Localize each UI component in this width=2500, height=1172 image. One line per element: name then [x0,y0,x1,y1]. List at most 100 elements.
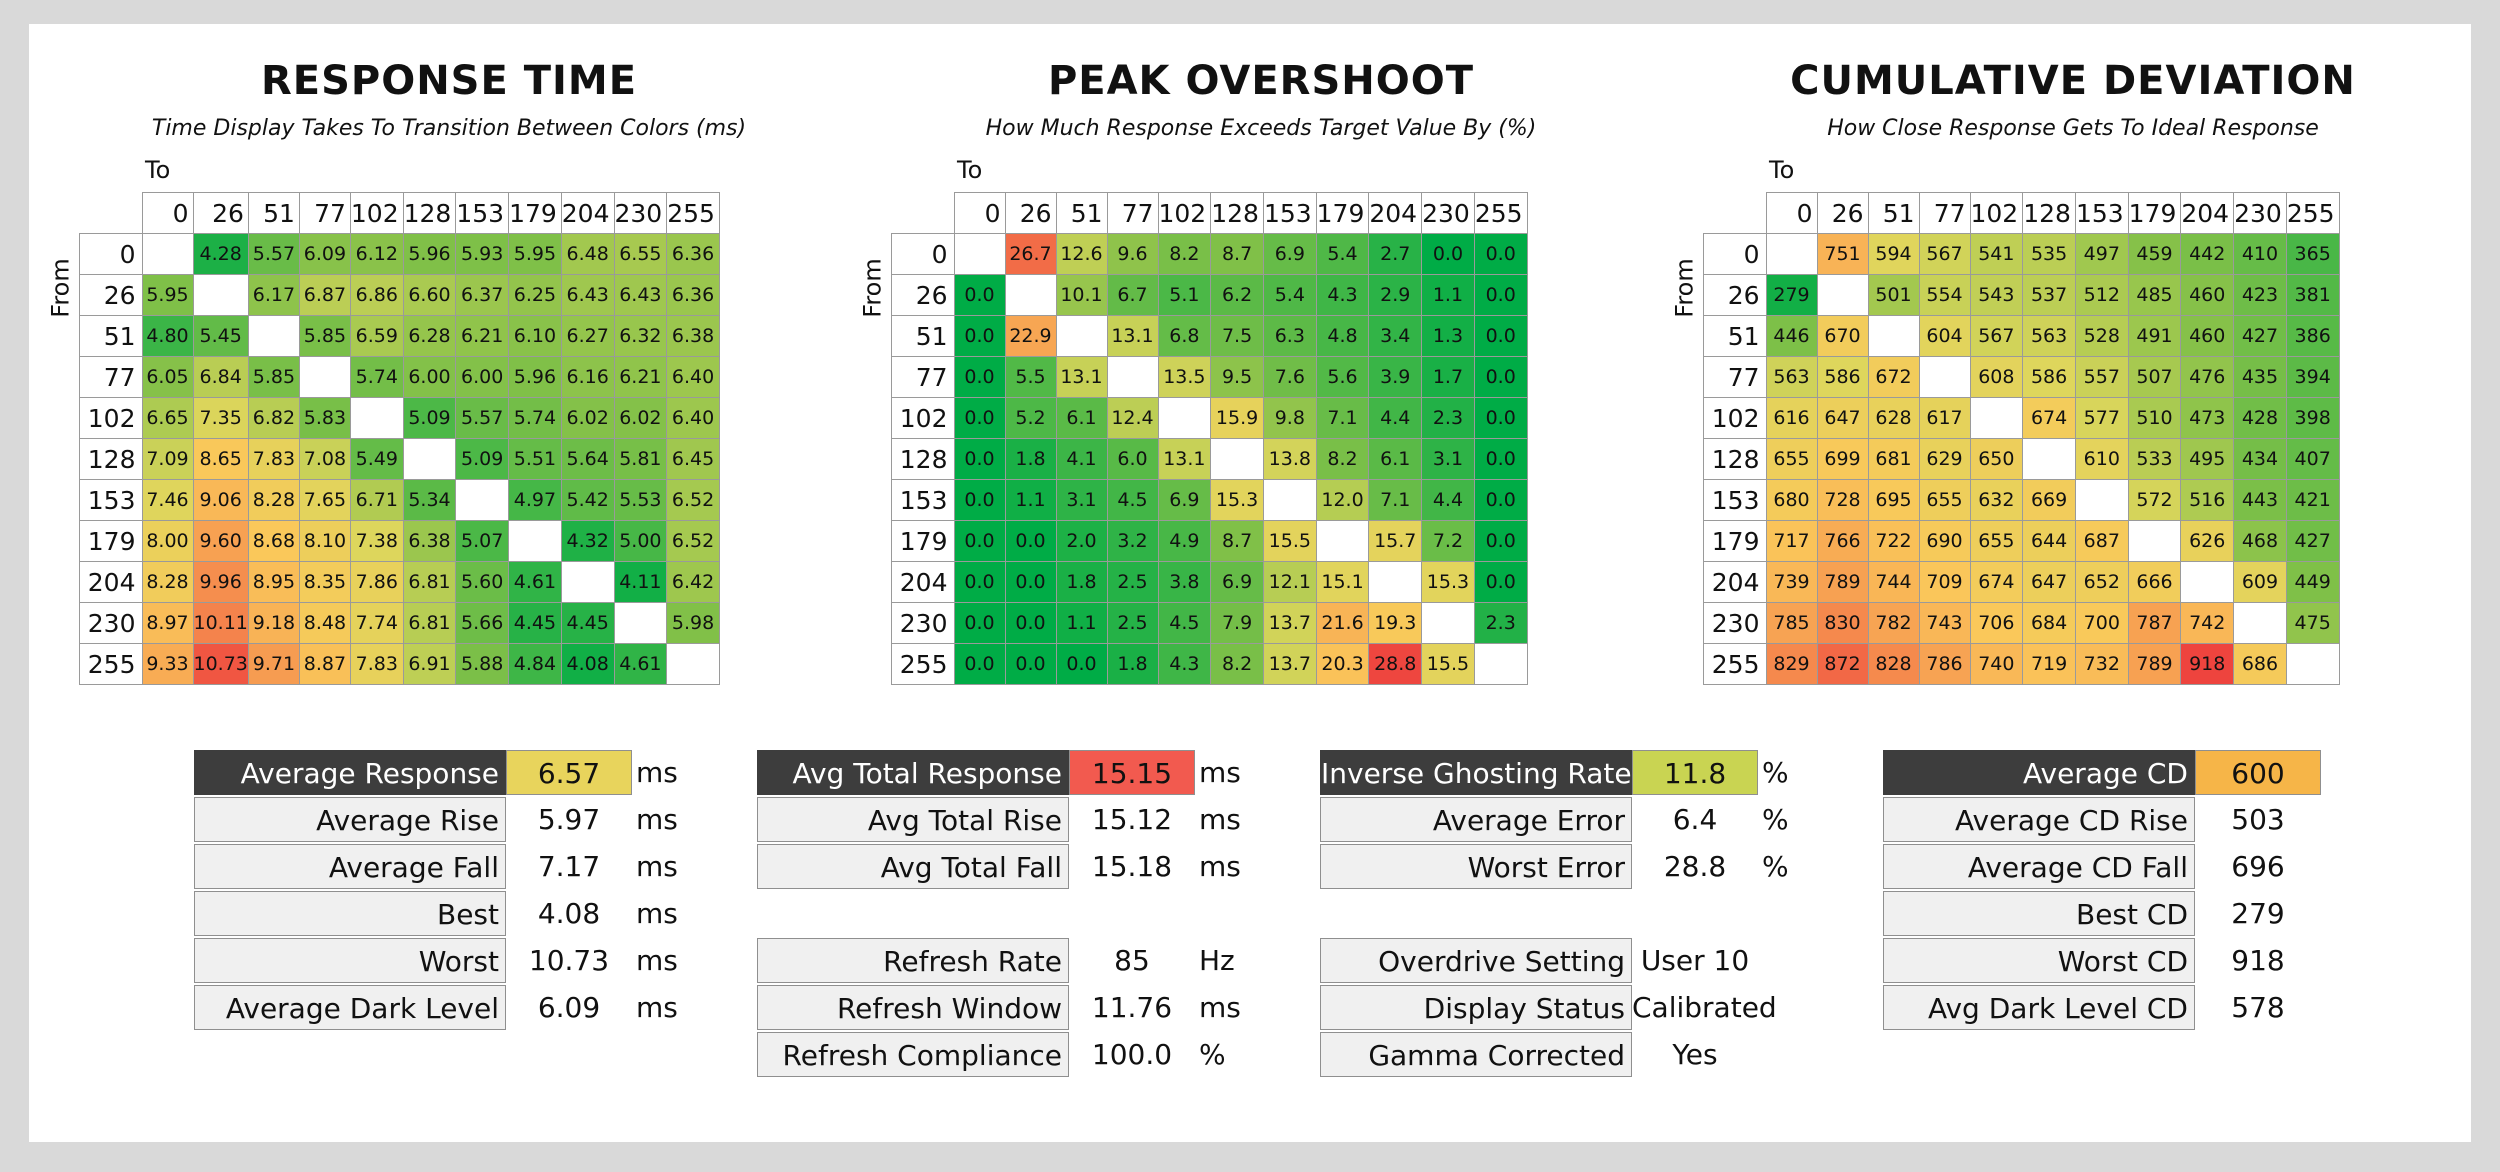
heatmap-cell: 5.85 [298,315,351,357]
heatmap-cell: 4.5 [1106,479,1159,521]
heatmap-row: 179 8.00 9.60 8.68 8.10 7.38 6.38 5.07 4.32 5.00 6… [79,520,720,562]
diagonal-cell [141,233,194,275]
heatmap-cell: 0.0 [1473,561,1528,603]
heatmap-cell: 5.93 [455,233,510,275]
stat-label: Refresh Rate [757,938,1069,983]
heatmap-cell: 8.2 [1210,643,1264,685]
heatmap-cell: 427 [2285,520,2340,562]
heatmap-cell: 13.5 [1157,356,1212,398]
heatmap-cell: 6.65 [141,397,194,439]
heatmap-cell: 460 [2180,315,2235,357]
heatmap-cell: 6.71 [349,479,404,521]
heatmap-cell: 21.6 [1315,602,1370,644]
heatmap-cell: 632 [1969,479,2024,521]
stat-value: Yes [1672,1038,1718,1071]
column-header: 51 [1867,192,1920,234]
heatmap-cell: 6.9 [1210,561,1264,603]
diagonal-cell [666,643,720,685]
heatmap-cell: 7.09 [141,438,194,480]
heatmap-cell: 5.57 [247,233,300,275]
heatmap-cell: 751 [1816,233,1869,275]
from-axis-label: From [46,258,75,318]
stat-value: 5.97 [537,803,601,836]
heatmap-cell: 468 [2233,520,2287,562]
heatmap-cell: 4.8 [1315,315,1370,357]
diagonal-cell [1368,561,1423,603]
heatmap-cell: 766 [1816,520,1869,562]
heatmap-cell: 828 [1867,643,1920,685]
heatmap-cell: 732 [2074,643,2129,685]
heatmap-cell: 5.88 [455,643,510,685]
heatmap-cell: 407 [2285,438,2340,480]
stat-label: Overdrive Setting [1320,938,1632,983]
heatmap-cell: 0.0 [1473,315,1528,357]
column-header: 0 [141,192,194,234]
heatmap-row: 51 0.0 22.9 13.1 6.8 7.5 6.3 4.8 3.4 1.3 0.0 [891,315,1528,357]
heatmap-cell: 13.7 [1262,643,1317,685]
stat-unit: ms [1199,850,1241,883]
heatmap-cell: 6.2 [1210,274,1264,316]
heatmap-cell: 4.11 [613,561,668,603]
row-header: 255 [79,643,143,685]
heatmap-cell: 0.0 [1473,520,1528,562]
row-header: 26 [79,274,143,316]
diagonal-cell [402,438,457,480]
stat-value: 600 [2195,750,2321,795]
heatmap-cell: 0.0 [953,397,1006,439]
heatmap-cell: 567 [1969,315,2024,357]
row-header: 230 [1703,602,1767,644]
heatmap-cell: 3.4 [1368,315,1423,357]
heatmap-cell: 5.57 [455,397,510,439]
heatmap-cell: 608 [1969,356,2024,398]
stat-label: Average CD Fall [1883,844,2195,889]
heatmap-cell: 9.8 [1262,397,1317,439]
stat-unit: % [1762,850,1789,883]
heatmap-cell: 616 [1765,397,1818,439]
heatmap-cell: 0.0 [1473,397,1528,439]
heatmap-cell: 8.35 [298,561,351,603]
heatmap-row: 255 0.0 0.0 0.0 1.8 4.3 8.2 13.7 20.3 28.8 15.5 [891,643,1528,685]
heatmap-cell: 0.0 [953,479,1006,521]
stat-label: Average Fall [194,844,506,889]
heatmap-row: 255 9.33 10.73 9.71 8.87 7.83 6.91 5.88 4.84 4.08… [79,643,720,685]
row-header: 153 [891,479,955,521]
heatmap-cell: 15.5 [1262,520,1317,562]
heatmap-cell: 4.5 [1157,602,1212,644]
heatmap-cell: 742 [2180,602,2235,644]
heatmap-cell: 8.10 [298,520,351,562]
stat-label: Gamma Corrected [1320,1032,1632,1077]
heatmap-cell: 6.05 [141,356,194,398]
column-header: 153 [1262,192,1317,234]
diagonal-cell [560,561,615,603]
heatmap-cell: 7.08 [298,438,351,480]
peak-overshoot-heatmap: 0 26 51 77 102 128 153 179 204 230 255 0 26.7 12.6 9.6… [891,192,1528,685]
heatmap-cell: 6.00 [455,356,510,398]
heatmap-cell: 4.45 [560,602,615,644]
heatmap-cell: 6.52 [666,520,720,562]
heatmap-cell: 786 [1918,643,1971,685]
heatmap-cell: 12.1 [1262,561,1317,603]
row-header: 128 [891,438,955,480]
heatmap-row: 102 616 647 628 617 674 577 510 473 428 398 [1703,397,2340,439]
heatmap-cell: 476 [2180,356,2235,398]
grid-corner [80,193,143,234]
heatmap-cell: 5.83 [298,397,351,439]
heatmap-cell: 6.27 [560,315,615,357]
heatmap-cell: 655 [1918,479,1971,521]
heatmap-cell: 4.3 [1157,643,1212,685]
heatmap-cell: 7.35 [192,397,249,439]
column-header: 255 [2285,192,2340,234]
stat-label: Avg Total Response [757,750,1069,795]
heatmap-cell: 5.42 [560,479,615,521]
heatmap-row: 153 0.0 1.1 3.1 4.5 6.9 15.3 12.0 7.1 4.4 0.0 [891,479,1528,521]
heatmap-cell: 674 [1969,561,2024,603]
heatmap-cell: 0.0 [953,438,1006,480]
heatmap-cell: 5.45 [192,315,249,357]
heatmap-cell: 563 [1765,356,1818,398]
stat-label: Average Dark Level [194,985,506,1030]
column-header: 26 [1004,192,1057,234]
diagonal-cell [247,315,300,357]
heatmap-cell: 5.34 [402,479,457,521]
heatmap-cell: 4.4 [1368,397,1423,439]
stat-value: 578 [2231,991,2285,1024]
